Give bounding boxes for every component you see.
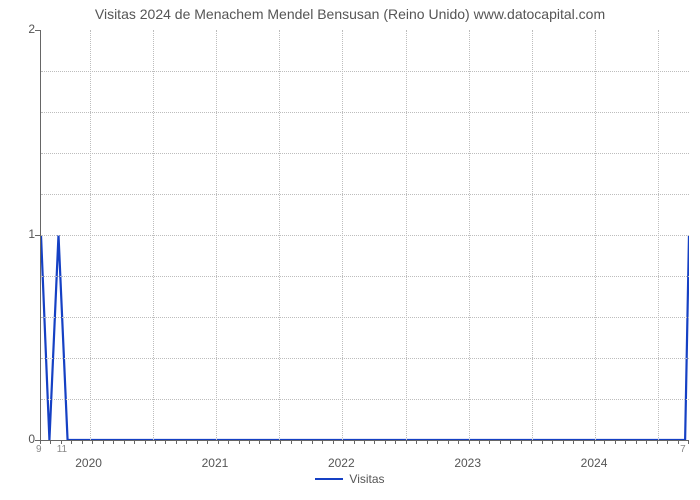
x-tick-mark — [176, 440, 177, 444]
x-tick-mark — [207, 440, 208, 444]
x-tick-mark — [657, 440, 658, 444]
x-year-label: 2021 — [190, 456, 240, 470]
x-tick-mark — [688, 440, 689, 444]
x-tick-mark — [186, 440, 187, 444]
gridline-horizontal — [41, 235, 689, 236]
y-tick-mark — [35, 235, 40, 236]
x-tick-mark — [489, 440, 490, 444]
x-tick-mark — [479, 440, 480, 444]
x-tick-mark — [646, 440, 647, 444]
gridline-horizontal — [41, 194, 689, 195]
x-tick-mark — [145, 440, 146, 444]
x-tick-mark — [291, 440, 292, 444]
x-tick-mark — [615, 440, 616, 444]
x-tick-mark — [312, 440, 313, 444]
x-tick-mark — [197, 440, 198, 444]
legend: Visitas — [0, 472, 700, 486]
x-tick-mark — [416, 440, 417, 444]
x-tick-mark — [625, 440, 626, 444]
x-tick-mark — [448, 440, 449, 444]
x-tick-mark — [583, 440, 584, 444]
x-tick-mark — [249, 440, 250, 444]
x-month-label: 11 — [57, 444, 67, 455]
gridline-horizontal — [41, 112, 689, 113]
x-tick-mark — [333, 440, 334, 444]
x-tick-mark — [165, 440, 166, 444]
y-tick-mark — [35, 30, 40, 31]
x-tick-mark — [406, 440, 407, 444]
x-tick-mark — [259, 440, 260, 444]
x-tick-mark — [228, 440, 229, 444]
x-tick-mark — [71, 440, 72, 444]
x-tick-mark — [374, 440, 375, 444]
x-tick-mark — [500, 440, 501, 444]
x-tick-mark — [239, 440, 240, 444]
x-tick-mark — [667, 440, 668, 444]
gridline-horizontal — [41, 317, 689, 318]
x-tick-mark — [218, 440, 219, 444]
gridline-horizontal — [41, 276, 689, 277]
x-tick-mark — [50, 440, 51, 444]
x-tick-mark — [322, 440, 323, 444]
x-tick-mark — [521, 440, 522, 444]
gridline-horizontal — [41, 71, 689, 72]
gridline-horizontal — [41, 153, 689, 154]
chart-container: Visitas 2024 de Menachem Mendel Bensusan… — [0, 0, 700, 500]
x-tick-mark — [385, 440, 386, 444]
x-tick-mark — [124, 440, 125, 444]
chart-title: Visitas 2024 de Menachem Mendel Bensusan… — [0, 6, 700, 22]
x-tick-mark — [531, 440, 532, 444]
x-tick-mark — [92, 440, 93, 444]
x-tick-mark — [103, 440, 104, 444]
x-tick-mark — [563, 440, 564, 444]
y-tick-label: 0 — [10, 432, 35, 446]
x-tick-mark — [270, 440, 271, 444]
gridline-horizontal — [41, 358, 689, 359]
x-tick-mark — [113, 440, 114, 444]
x-tick-mark — [155, 440, 156, 444]
x-tick-mark — [427, 440, 428, 444]
x-tick-mark — [594, 440, 595, 444]
x-tick-mark — [437, 440, 438, 444]
x-tick-mark — [301, 440, 302, 444]
plot-area — [40, 30, 689, 441]
x-tick-mark — [552, 440, 553, 444]
x-tick-mark — [134, 440, 135, 444]
x-tick-mark — [354, 440, 355, 444]
x-tick-mark — [636, 440, 637, 444]
gridline-horizontal — [41, 399, 689, 400]
y-tick-label: 2 — [10, 22, 35, 36]
x-year-label: 2020 — [64, 456, 114, 470]
x-tick-mark — [395, 440, 396, 444]
legend-swatch — [315, 478, 343, 480]
x-year-label: 2024 — [569, 456, 619, 470]
x-tick-mark — [469, 440, 470, 444]
x-tick-mark — [604, 440, 605, 444]
x-tick-mark — [678, 440, 679, 444]
x-month-label: 9 — [36, 444, 42, 455]
x-month-label: 7 — [680, 444, 686, 455]
legend-label: Visitas — [349, 472, 384, 486]
x-tick-mark — [542, 440, 543, 444]
x-tick-mark — [280, 440, 281, 444]
x-tick-mark — [343, 440, 344, 444]
x-tick-mark — [364, 440, 365, 444]
x-tick-mark — [458, 440, 459, 444]
x-tick-mark — [573, 440, 574, 444]
x-year-label: 2023 — [443, 456, 493, 470]
x-tick-mark — [82, 440, 83, 444]
y-tick-label: 1 — [10, 227, 35, 241]
x-year-label: 2022 — [316, 456, 366, 470]
x-tick-mark — [510, 440, 511, 444]
